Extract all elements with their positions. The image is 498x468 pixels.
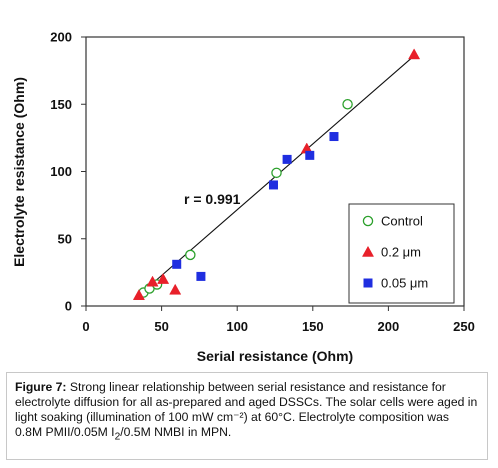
correlation-annotation: r = 0.991 bbox=[184, 191, 241, 207]
legend: Control 0.2 μm 0.05 μm bbox=[348, 203, 455, 304]
figure-caption: Figure 7: Strong linear relationship bet… bbox=[6, 372, 488, 460]
data-point-square bbox=[196, 271, 206, 281]
legend-marker-triangle bbox=[361, 245, 375, 257]
data-point-circle-open bbox=[271, 167, 282, 179]
x-tick-label: 50 bbox=[154, 319, 168, 334]
legend-marker-circle-open bbox=[362, 215, 374, 227]
caption-label: Figure 7: bbox=[15, 380, 67, 394]
x-axis-title: Serial resistance (Ohm) bbox=[197, 348, 353, 364]
y-tick-label: 50 bbox=[58, 231, 72, 246]
y-tick-label: 100 bbox=[50, 164, 72, 179]
legend-marker-square bbox=[363, 278, 373, 288]
x-tick-label: 0 bbox=[82, 319, 89, 334]
x-tick-label: 200 bbox=[378, 319, 400, 334]
data-point-triangle bbox=[157, 272, 170, 284]
data-point-triangle bbox=[169, 283, 182, 295]
x-tick-label: 100 bbox=[226, 319, 248, 334]
data-point-triangle bbox=[132, 289, 145, 300]
y-tick-label: 200 bbox=[50, 30, 72, 45]
y-tick-label: 0 bbox=[65, 299, 72, 314]
axis-ticks: 0 50 100 150 200 250 0 50 100 150 200 bbox=[50, 30, 475, 335]
y-axis-title: Electrolyte resistance (Ohm) bbox=[11, 77, 27, 267]
x-tick-label: 150 bbox=[302, 319, 324, 334]
y-tick-label: 150 bbox=[50, 97, 72, 112]
legend-label: Control bbox=[381, 214, 423, 229]
caption-text-part2: /0.5M NMBI in MPN. bbox=[120, 425, 232, 439]
scatter-chart: 0 50 100 150 200 250 0 50 100 150 200 Serial resis… bbox=[11, 30, 475, 365]
data-point-triangle bbox=[408, 48, 421, 60]
data-point-square bbox=[305, 150, 315, 160]
data-point-circle-open bbox=[185, 249, 196, 261]
data-point-square bbox=[268, 180, 278, 190]
data-point-circle-open bbox=[342, 99, 353, 110]
data-point-triangle bbox=[146, 275, 159, 287]
legend-label: 0.2 μm bbox=[381, 245, 421, 260]
caption-subscript: 2 bbox=[114, 431, 121, 443]
data-points-layer bbox=[132, 48, 421, 300]
x-tick-label: 250 bbox=[453, 319, 475, 334]
data-point-square bbox=[329, 132, 339, 142]
caption-text-part1: Strong linear relationship between seria… bbox=[15, 380, 478, 439]
legend-label: 0.05 μm bbox=[381, 276, 428, 291]
data-point-square bbox=[282, 154, 292, 164]
data-point-square bbox=[172, 259, 182, 269]
